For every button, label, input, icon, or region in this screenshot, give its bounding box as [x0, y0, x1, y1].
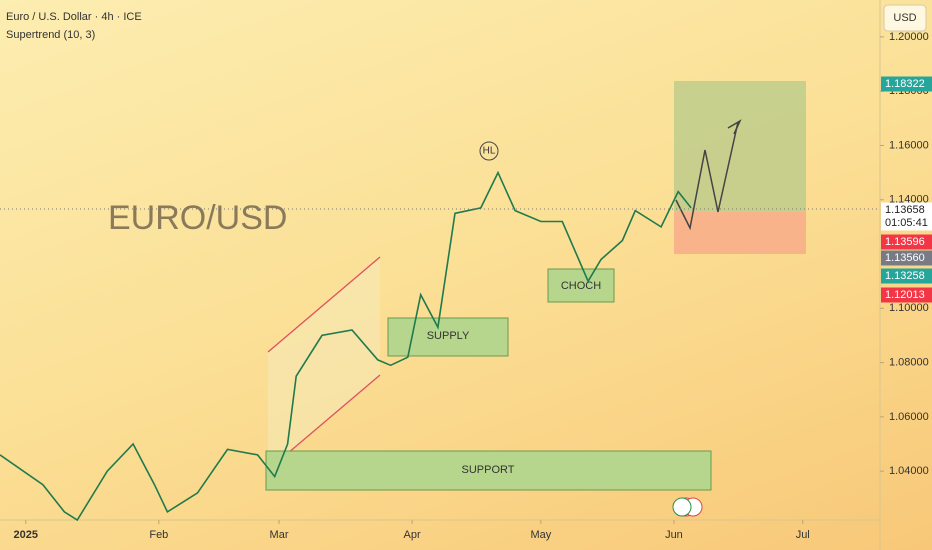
x-tick-label: Mar [270, 529, 289, 541]
y-tick-label: 1.16000 [889, 139, 929, 151]
price-tag-label: 1.18322 [885, 78, 925, 90]
indicator-label: Supertrend (10, 3) [6, 29, 95, 41]
price-tag-label: 1.13596 [885, 236, 925, 248]
target-zone [674, 81, 806, 212]
y-tick-label: 1.10000 [889, 302, 929, 314]
price-tag [881, 202, 932, 231]
event-icons[interactable] [672, 497, 703, 517]
y-tick-label: 1.20000 [889, 31, 929, 43]
projection-arrow [727, 119, 742, 135]
y-tick-label: 1.06000 [889, 411, 929, 423]
price-tag [881, 287, 932, 303]
x-tick-label: Apr [404, 529, 421, 541]
x-tick-label: May [530, 529, 551, 541]
choch-zone [547, 268, 615, 303]
support-zone [265, 450, 712, 491]
price-tag-label: 1.13258 [885, 270, 925, 282]
price-tag-label: 1.12013 [885, 289, 925, 301]
hl-marker [479, 141, 499, 161]
x-tick-label: Feb [149, 529, 168, 541]
currency-box[interactable] [883, 4, 927, 32]
price-tag-label: 1.13658 [885, 204, 925, 216]
annotation: SUPPORT [462, 464, 515, 476]
channel-line [267, 256, 381, 353]
supply-zone [387, 317, 509, 357]
projection-path [675, 121, 739, 231]
y-tick-label: 1.08000 [889, 356, 929, 368]
currency[interactable]: USD [893, 12, 916, 24]
price-tag [881, 76, 932, 92]
price-tag-label: 1.13560 [885, 252, 925, 264]
countdown: 01:05:41 [885, 217, 928, 229]
x-tick-label: 2025 [14, 529, 38, 541]
chart-title: Euro / U.S. Dollar · 4h · ICE [6, 11, 142, 23]
price-tag [881, 268, 932, 284]
price-line [0, 170, 692, 522]
channel [268, 257, 380, 470]
x-tick-label: Jul [796, 529, 810, 541]
annotation: SUPPLY [427, 330, 470, 342]
x-tick-label: Jun [665, 529, 683, 541]
price-tag [881, 234, 932, 250]
stop-zone [674, 212, 806, 254]
event-icon[interactable] [672, 497, 692, 517]
watermark: EURO/USD [108, 199, 287, 237]
y-tick-label: 1.04000 [889, 465, 929, 477]
annotation: HL [483, 146, 496, 157]
annotation: CHOCH [561, 280, 601, 292]
price-tag [881, 250, 932, 266]
